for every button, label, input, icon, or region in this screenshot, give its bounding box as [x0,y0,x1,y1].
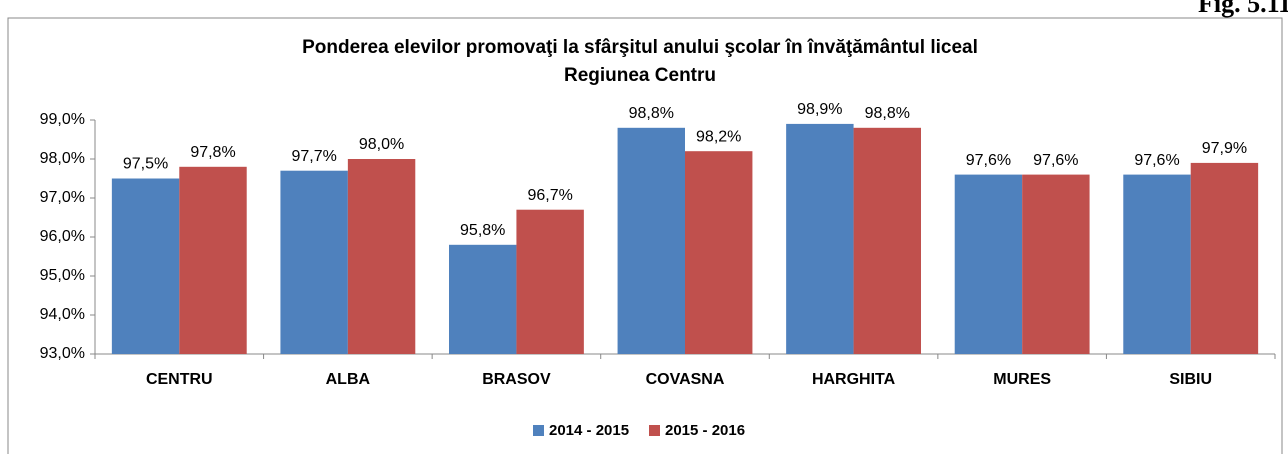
y-tick-label: 97,0% [40,189,85,206]
chart-subtitle: Regiunea Centru [564,65,716,86]
value-label: 98,8% [629,105,674,122]
bar [954,174,1023,354]
legend-label: 2014 - 2015 [549,422,629,439]
y-tick-label: 98,0% [40,150,85,167]
value-label: 98,8% [865,105,910,122]
bar [1123,174,1191,354]
legend-swatch [649,425,660,436]
value-label: 97,6% [1134,152,1179,169]
x-tick-label: ALBA [326,371,371,388]
bar [853,127,921,354]
bar [1022,174,1090,354]
bar [179,166,247,354]
value-label: 98,2% [696,128,741,145]
x-tick-label: CENTRU [146,371,213,388]
value-label: 96,7% [527,187,572,204]
bar [617,127,685,354]
fig-bg [1190,0,1288,17]
bar [449,244,517,354]
bar [1190,162,1259,354]
x-tick-label: MURES [993,371,1051,388]
x-tick-label: BRASOV [482,371,551,388]
x-tick-label: SIBIU [1169,371,1212,388]
y-tick-label: 99,0% [40,111,85,128]
figure-label: Fig. 5.11 [1198,0,1288,18]
y-tick-label: 93,0% [40,345,85,362]
value-label: 97,9% [1202,140,1247,157]
x-tick-label: COVASNA [646,371,725,388]
bar [280,170,348,354]
value-label: 98,9% [797,101,842,118]
value-label: 97,8% [190,144,235,161]
value-label: 97,5% [123,156,168,173]
bar [685,151,753,354]
chart-title: Ponderea elevilor promovaţi la sfârşitul… [302,37,978,58]
bar [786,123,854,355]
bar [347,159,416,354]
legend-swatch [533,425,544,436]
value-label: 95,8% [460,222,505,239]
value-label: 97,6% [1033,152,1078,169]
value-label: 98,0% [359,136,404,153]
y-tick-label: 95,0% [40,267,85,284]
bar [111,178,180,354]
y-tick-label: 96,0% [40,228,85,245]
value-label: 97,7% [291,148,336,165]
bar [516,209,584,354]
x-tick-label: HARGHITA [812,371,896,388]
y-tick-label: 94,0% [40,306,85,323]
legend-label: 2015 - 2016 [665,422,745,439]
value-label: 97,6% [966,152,1011,169]
